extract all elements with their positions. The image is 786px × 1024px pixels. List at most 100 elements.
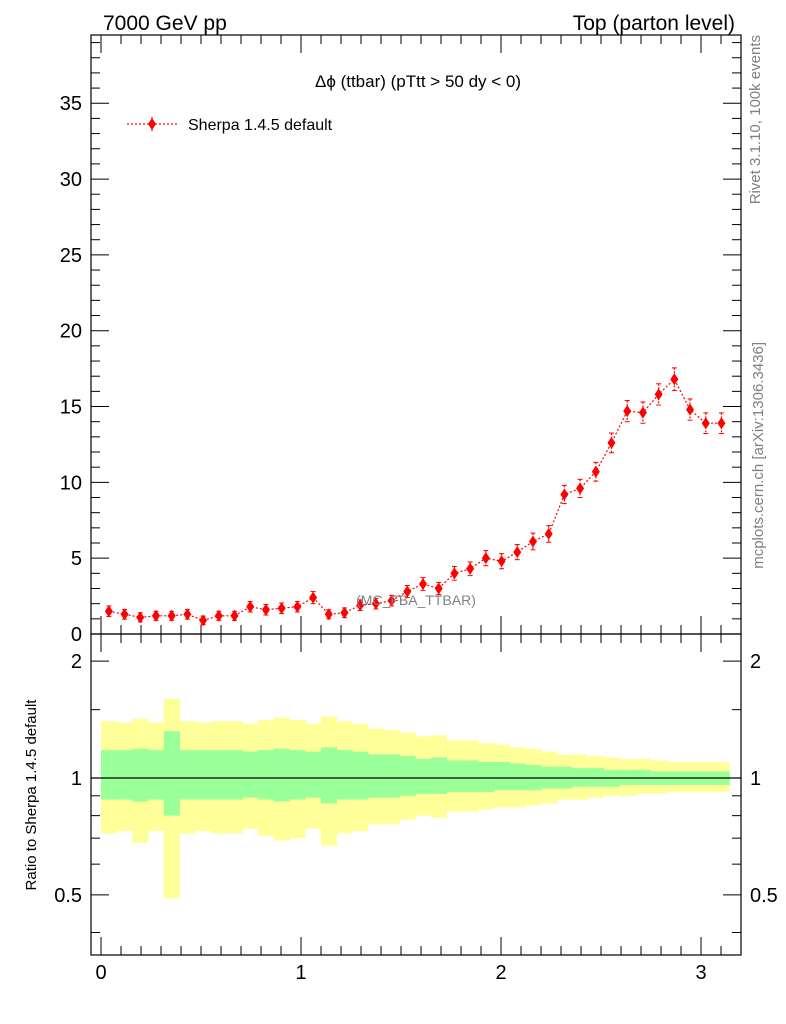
data-point (654, 388, 663, 401)
mcplots-label: mcplots.cern.ch [arXiv:1306.3436] (750, 342, 767, 569)
watermark: (MC_FBA_TTBAR) (356, 592, 476, 608)
ratio-band-bin (430, 757, 447, 794)
data-point (466, 562, 475, 575)
ratio-band-bin (101, 750, 118, 800)
ratio-xtick-label: 2 (495, 962, 506, 984)
data-point (528, 535, 537, 548)
main-panel: 0 5 10 15 20 25 30 35 Δϕ (ttbar) (pTtt > 50 dy … (60, 34, 742, 646)
data-point (513, 546, 522, 559)
data-point (591, 465, 600, 478)
data-point (183, 608, 192, 621)
legend: Sherpa 1.4.5 default (127, 117, 333, 134)
ratio-band-bin (320, 747, 338, 804)
data-point (387, 594, 396, 607)
ratio-band-bin (509, 763, 526, 791)
data-point (340, 606, 349, 619)
ratio-ylabel: Ratio to Sherpa 1.4.5 default (23, 699, 40, 891)
ratio-band-bin (273, 748, 290, 802)
ratio-band-bin (635, 769, 652, 785)
data-point (670, 373, 679, 386)
ratio-ytick-label-right: 1 (750, 768, 761, 790)
rivet-label: Rivet 3.1.10, 100k events (747, 35, 764, 204)
legend-marker (148, 118, 156, 130)
chart-title: Δϕ (ttbar) (pTtt > 50 dy < 0) (315, 72, 521, 91)
data-point (151, 609, 160, 622)
main-ytick-label: 5 (71, 548, 82, 570)
data-point (214, 609, 223, 622)
ratio-band-bin (352, 751, 369, 800)
main-series-layer (104, 367, 726, 627)
data-point (120, 608, 129, 621)
data-point (403, 585, 412, 598)
ratio-ytick-label-left: 0.5 (54, 885, 82, 907)
data-point (167, 609, 176, 622)
ratio-band-bin (258, 750, 275, 800)
data-point (544, 527, 553, 540)
ratio-band-bin (289, 750, 306, 800)
ratio-band-bin (478, 761, 495, 793)
data-point (136, 611, 145, 624)
main-ytick-label: 0 (71, 624, 82, 646)
ratio-band-bin (383, 754, 400, 798)
main-ytick-label: 20 (60, 321, 82, 343)
ratio-band-bin (195, 750, 212, 800)
data-point (576, 482, 585, 495)
ratio-band-bin (619, 769, 636, 785)
ratio-axis-ticks: 0.5 0.5 1 1 2 2 0 1 2 3 (54, 634, 778, 984)
data-point (199, 614, 208, 627)
ratio-band-bin (415, 758, 432, 794)
data-point (324, 608, 333, 621)
data-point (686, 403, 695, 416)
ratio-band-bin (148, 750, 165, 800)
legend-label: Sherpa 1.4.5 default (188, 117, 333, 134)
ratio-panel: 0.5 0.5 1 1 2 2 0 1 2 3 Ratio to Sherpa 1.4.5 def… (23, 633, 778, 984)
data-point (450, 567, 459, 580)
main-ytick-label: 35 (60, 93, 82, 115)
ratio-band-bin (116, 750, 133, 800)
data-point (497, 555, 506, 568)
ratio-band-bin (305, 751, 322, 798)
ratio-band-bin (368, 754, 385, 798)
data-point (560, 488, 569, 501)
ratio-band-bin (462, 760, 479, 793)
main-axis-ticks: 0 5 10 15 20 25 30 35 (60, 35, 742, 646)
ratio-band-bin (132, 748, 149, 802)
data-point (607, 436, 616, 449)
data-point (419, 577, 428, 590)
ratio-ytick-label-right: 0.5 (750, 885, 778, 907)
data-point (309, 591, 318, 604)
ratio-frame (90, 633, 742, 956)
data-point (356, 599, 365, 612)
main-ytick-label: 30 (60, 169, 82, 191)
data-point (434, 582, 443, 595)
data-point (717, 417, 726, 430)
ratio-ytick-label-right: 2 (750, 651, 761, 673)
ratio-band-bin (336, 750, 353, 800)
ratio-band-bin (179, 750, 196, 800)
ratio-xtick-label: 1 (295, 962, 306, 984)
main-ytick-label: 10 (60, 472, 82, 494)
ratio-band-bin (446, 760, 463, 793)
data-point (701, 417, 710, 430)
ratio-band-bin (226, 750, 243, 800)
data-point (481, 552, 490, 565)
data-point (371, 597, 380, 610)
data-point (293, 600, 302, 613)
ratio-xtick-label: 0 (95, 962, 106, 984)
header-right: Top (parton level) (573, 12, 735, 35)
data-point (261, 603, 270, 616)
data-point (104, 605, 113, 618)
ratio-band-bin (399, 755, 416, 796)
ratio-ytick-label-left: 1 (71, 768, 82, 790)
ratio-band-bin (163, 731, 180, 816)
ratio-band-bin (242, 751, 259, 798)
ratio-ytick-label-left: 2 (71, 651, 82, 673)
data-point (230, 609, 239, 622)
main-ytick-label: 15 (60, 397, 82, 419)
data-point (623, 405, 632, 418)
ratio-band-bin (210, 750, 228, 800)
header-left: 7000 GeV pp (103, 12, 227, 35)
data-point (638, 406, 647, 419)
data-point (246, 600, 255, 613)
